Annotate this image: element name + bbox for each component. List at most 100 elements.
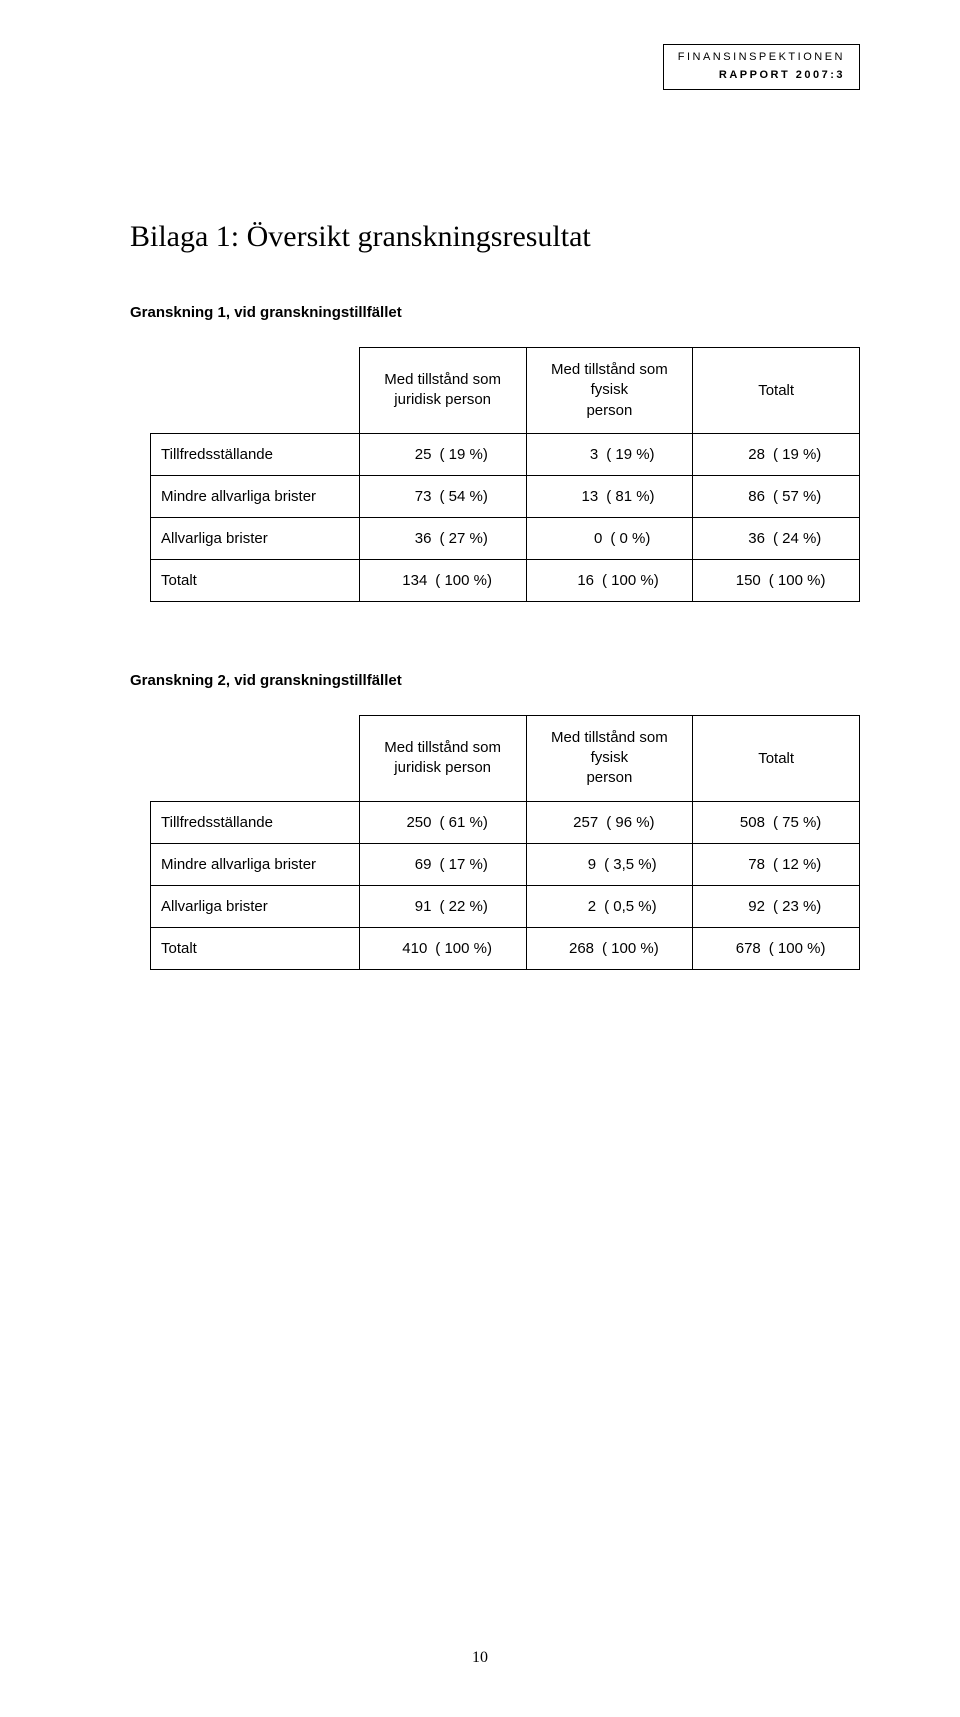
t2-r0-c2p: ( 96 %) <box>606 814 654 831</box>
t1-r2-c3: 36 ( 24 %) <box>693 517 860 559</box>
t2-r1-c1p: ( 17 %) <box>439 856 487 873</box>
t2-r3-c1n: 410 <box>393 940 427 957</box>
t1-r1-c1p: ( 54 %) <box>439 488 487 505</box>
t1-r0-c3: 28( 19 %) <box>693 433 860 475</box>
t1-r1-c3n: 86 <box>731 488 765 505</box>
t2-r3-c1: 410 ( 100 %) <box>359 927 526 969</box>
page-number: 10 <box>472 1649 488 1667</box>
table-row: Allvarliga brister 36( 27 %) 0( 0 %) 36(… <box>151 517 860 559</box>
t2-r2-c3: 92 ( 23 %) <box>693 885 860 927</box>
t1-r2-c1n: 36 <box>397 530 431 547</box>
t1-r1-c2p: ( 81 %) <box>606 488 654 505</box>
t1-r1-c1n: 73 <box>397 488 431 505</box>
t1-r3-c3: 150 ( 100 %) <box>693 559 860 601</box>
page: FINANSINSPEKTIONEN RAPPORT 2007:3 Bilaga… <box>0 0 960 1717</box>
table2-caption: Granskning 2, vid granskningstillfället <box>130 672 860 689</box>
t2-r3-c2: 268( 100 %) <box>526 927 693 969</box>
t2-r0-c3p: ( 75 %) <box>773 814 821 831</box>
t1-r0-c3n: 28 <box>731 446 765 463</box>
t2-r2-c2n: 2 <box>562 898 596 915</box>
table2-wrap: Med tillstånd som juridisk person Med ti… <box>150 715 860 970</box>
t2-r3-c2n: 268 <box>560 940 594 957</box>
t2-r1-c2p: ( 3,5 %) <box>604 856 657 873</box>
t1-r3-c3p: ( 100 %) <box>769 572 826 589</box>
t1-r2-c2: 0( 0 %) <box>526 517 693 559</box>
table1-hdr-c3: Totalt <box>693 348 860 434</box>
t2-r0-c3n: 508 <box>731 814 765 831</box>
table-row: Tillfredsställande 250 ( 61 %) 257 ( 96 %)… <box>151 801 860 843</box>
t2-r1-label: Mindre allvarliga brister <box>151 843 360 885</box>
t1-r3-c3n: 150 <box>727 572 761 589</box>
table2-hdr-c2: Med tillstånd som fysisk person <box>526 715 693 801</box>
t1-r1-c3p: ( 57 %) <box>773 488 821 505</box>
header-report: RAPPORT 2007:3 <box>678 69 845 81</box>
table-row: Mindre allvarliga brister 69 ( 17 %) 9 ( 3… <box>151 843 860 885</box>
table-row: Mindre allvarliga brister 73 ( 54 %) 13 ( … <box>151 475 860 517</box>
t1-r0-c2n: 3 <box>564 446 598 463</box>
t2-h-c2-l2: fysisk <box>535 748 685 768</box>
t1-h-c2-l3: person <box>535 401 685 421</box>
t2-r2-c2: 2 ( 0,5 %) <box>526 885 693 927</box>
t1-r3-label: Totalt <box>151 559 360 601</box>
t1-r0-c2: 3 ( 19 %) <box>526 433 693 475</box>
t1-r0-c1: 25( 19 %) <box>359 433 526 475</box>
t2-r2-c1p: ( 22 %) <box>439 898 487 915</box>
t1-r3-c2n: 16 <box>560 572 594 589</box>
t2-r1-c1n: 69 <box>397 856 431 873</box>
t2-r0-c3: 508 ( 75 %) <box>693 801 860 843</box>
t1-r2-c3p: ( 24 %) <box>773 530 821 547</box>
t2-r0-label: Tillfredsställande <box>151 801 360 843</box>
t1-r3-c2p: ( 100 %) <box>602 572 659 589</box>
t2-r0-c1: 250 ( 61 %) <box>359 801 526 843</box>
t1-r0-label: Tillfredsställande <box>151 433 360 475</box>
t2-r2-c1n: 91 <box>397 898 431 915</box>
t2-r2-c3p: ( 23 %) <box>773 898 821 915</box>
table2-hdr-c1: Med tillstånd som juridisk person <box>359 715 526 801</box>
t1-r3-c1p: ( 100 %) <box>435 572 492 589</box>
table1-hdr-c1: Med tillstånd som juridisk person <box>359 348 526 434</box>
table-row: Allvarliga brister 91( 22 %) 2( 0,5 %) 9… <box>151 885 860 927</box>
t2-h-c2-l3: person <box>535 768 685 788</box>
t1-r3-c1n: 134 <box>393 572 427 589</box>
t2-r1-c2: 9 ( 3,5 %) <box>526 843 693 885</box>
t2-r3-c1p: ( 100 %) <box>435 940 492 957</box>
t1-r1-c2: 13 ( 81 %) <box>526 475 693 517</box>
t2-r3-label: Totalt <box>151 927 360 969</box>
t1-r1-c2n: 13 <box>564 488 598 505</box>
t1-r0-c2p: ( 19 %) <box>606 446 654 463</box>
table1-caption: Granskning 1, vid granskningstillfället <box>130 304 860 321</box>
t1-r3-c1: 134 ( 100 %) <box>359 559 526 601</box>
header-org: FINANSINSPEKTIONEN <box>678 51 845 63</box>
t1-r2-c1: 36 ( 27 %) <box>359 517 526 559</box>
table2-hdr-c3: Totalt <box>693 715 860 801</box>
t2-r0-c2n: 257 <box>564 814 598 831</box>
table-row: Tillfredsställande 25( 19 %) 3 ( 19 %) 28… <box>151 433 860 475</box>
t2-r1-c1: 69 ( 17 %) <box>359 843 526 885</box>
t1-r1-label: Mindre allvarliga brister <box>151 475 360 517</box>
t2-r1-c2n: 9 <box>562 856 596 873</box>
header-box: FINANSINSPEKTIONEN RAPPORT 2007:3 <box>663 44 860 90</box>
t2-h-c1-l1: Med tillstånd som <box>368 738 518 758</box>
table2-hdr-blank <box>151 715 360 801</box>
table1-hdr-blank <box>151 348 360 434</box>
table-row: Totalt 134 ( 100 %) 16 ( 100 %) 150 ( 100 %… <box>151 559 860 601</box>
t1-r2-c3n: 36 <box>731 530 765 547</box>
t1-h-c1-l2: juridisk person <box>368 390 518 410</box>
t1-r2-c2p: ( 0 %) <box>610 530 650 547</box>
t1-h-c1-l1: Med tillstånd som <box>368 370 518 390</box>
t2-h-c1-l2: juridisk person <box>368 758 518 778</box>
t2-h-c2-l1: Med tillstånd som <box>535 728 685 748</box>
t2-r0-c1p: ( 61 %) <box>439 814 487 831</box>
table2-header-row: Med tillstånd som juridisk person Med ti… <box>151 715 860 801</box>
t1-r2-c1p: ( 27 %) <box>439 530 487 547</box>
t2-r0-c1n: 250 <box>397 814 431 831</box>
table1-header-row: Med tillstånd som juridisk person Med ti… <box>151 348 860 434</box>
table1-wrap: Med tillstånd som juridisk person Med ti… <box>150 347 860 602</box>
t2-r2-c3n: 92 <box>731 898 765 915</box>
table-row: Totalt 410( 100 %) 268( 100 %) 678( 100 … <box>151 927 860 969</box>
t1-r0-c1n: 25 <box>397 446 431 463</box>
table1-hdr-c2: Med tillstånd som fysisk person <box>526 348 693 434</box>
t2-r2-c2p: ( 0,5 %) <box>604 898 657 915</box>
t2-r1-c3n: 78 <box>731 856 765 873</box>
t1-h-c2-l1: Med tillstånd som <box>535 360 685 380</box>
